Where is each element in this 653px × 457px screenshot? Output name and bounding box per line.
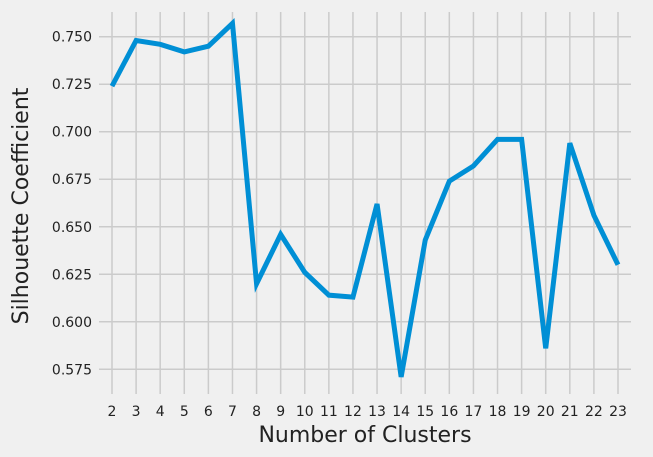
series-group — [109, 18, 621, 378]
x-tick-label: 8 — [252, 404, 261, 420]
y-tick-label: 0.575 — [52, 362, 92, 378]
x-axis-label: Number of Clusters — [258, 423, 471, 448]
y-tick-label: 0.675 — [52, 172, 92, 188]
x-tick-label: 21 — [561, 404, 579, 420]
x-tick-label: 22 — [585, 404, 603, 420]
x-tick-label: 12 — [344, 404, 362, 420]
x-axis-ticks: 2 3 4 5 6 7 8 9 10 11 12 13 14 15 16 17 18 19 20 21 22 23 — [108, 404, 627, 420]
x-tick-label: 23 — [609, 404, 627, 420]
y-tick-label: 0.700 — [52, 125, 92, 141]
y-tick-label: 0.725 — [52, 77, 92, 93]
y-tick-label: 0.750 — [52, 30, 92, 46]
grid — [99, 12, 631, 394]
x-tick-label: 4 — [156, 404, 165, 420]
x-tick-label: 10 — [296, 404, 314, 420]
x-tick-label: 19 — [513, 404, 531, 420]
x-tick-label: 15 — [416, 404, 434, 420]
x-tick-label: 20 — [537, 404, 555, 420]
y-tick-label: 0.650 — [52, 220, 92, 236]
x-tick-label: 17 — [465, 404, 483, 420]
x-tick-label: 16 — [440, 404, 458, 420]
x-tick-label: 5 — [180, 404, 189, 420]
x-tick-label: 14 — [392, 404, 410, 420]
y-axis-ticks: 0.575 0.600 0.625 0.650 0.675 0.700 0.725 0.750 — [52, 30, 92, 379]
y-tick-label: 0.625 — [52, 267, 92, 283]
x-tick-label: 6 — [204, 404, 213, 420]
x-tick-label: 9 — [276, 404, 285, 420]
series-line — [109, 18, 621, 378]
x-tick-label: 2 — [108, 404, 117, 420]
x-tick-label: 3 — [132, 404, 141, 420]
y-tick-label: 0.600 — [52, 315, 92, 331]
x-tick-label: 13 — [368, 404, 386, 420]
x-tick-label: 18 — [489, 404, 507, 420]
y-axis-label: Silhouette Coefficient — [9, 87, 34, 324]
x-tick-label: 7 — [228, 404, 237, 420]
x-tick-label: 11 — [320, 404, 338, 420]
